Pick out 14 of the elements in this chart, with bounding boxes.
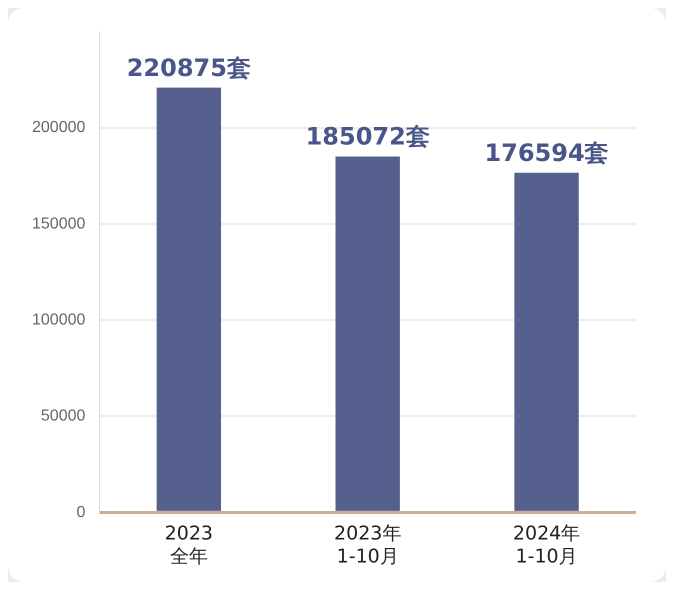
data-label: 220875套 [126, 54, 251, 82]
y-tick-label: 50000 [40, 408, 86, 425]
data-label: 185072套 [306, 122, 430, 151]
data-label: 176594套 [484, 139, 609, 168]
bar [156, 88, 222, 511]
y-tick-label: 0 [76, 504, 86, 521]
x-tick-label: 2024年 1-10月 [512, 522, 580, 568]
bar [336, 156, 400, 511]
y-tick-label: 100000 [32, 311, 86, 328]
y-tick-label: 150000 [32, 215, 86, 232]
y-tick-label: 200000 [32, 119, 86, 136]
x-tick-label: 2023 全年 [164, 522, 214, 568]
bar [514, 172, 579, 511]
x-tick-label: 2023年 1-10月 [334, 522, 402, 568]
